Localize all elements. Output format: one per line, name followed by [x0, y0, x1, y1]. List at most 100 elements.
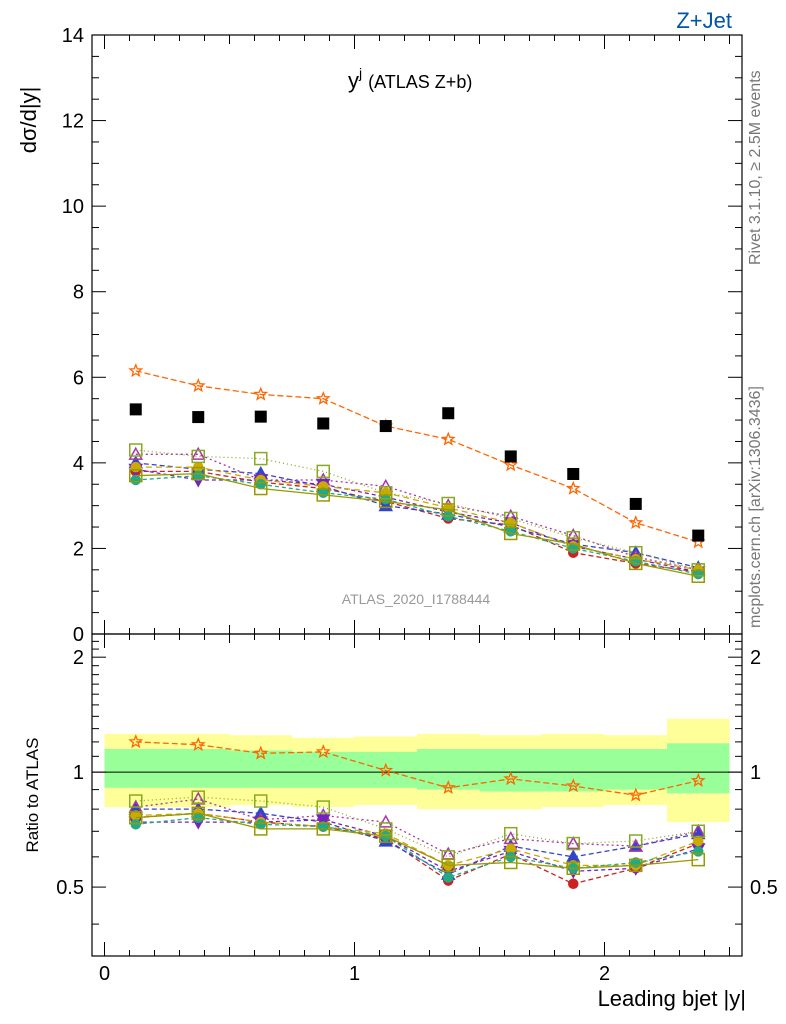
- main-frame: [91, 34, 743, 635]
- main-data-point: [317, 417, 330, 430]
- main-ylabel: dσ/d|y|: [16, 87, 41, 154]
- ratio-series-point: [690, 772, 706, 787]
- ratio-series-point: [504, 855, 518, 870]
- ratio-ytick-label: 2: [73, 647, 84, 669]
- main-data-point: [192, 411, 205, 424]
- side-note-bottom: mcplots.cern.ch [arXiv:1306.3436]: [747, 386, 764, 628]
- ratio-series-point: [629, 834, 643, 848]
- ratio-series-point: [129, 794, 143, 808]
- main-panel: 0 2 4 6 8 10 12 14 dσ/d|y| yj (ATLAS Z+b) ATLAS_…: [16, 25, 743, 646]
- main-series-point: [316, 488, 330, 502]
- main-series-layer: [128, 363, 706, 583]
- ratio-ytick-label-right: 1: [750, 762, 761, 784]
- main-series-point: [440, 431, 456, 446]
- ratio-series-point: [565, 778, 581, 793]
- ratio-series-point: [504, 826, 518, 841]
- main-series-point: [128, 446, 144, 460]
- ratio-series-line: [135, 808, 699, 876]
- ratio-xtick-label: 0: [99, 963, 110, 985]
- ratio-band-inner: [292, 751, 355, 788]
- main-series-point: [628, 515, 644, 530]
- side-note-top: Rivet 3.1.10, ≥ 2.5M events: [747, 70, 764, 265]
- ratio-series-point: [316, 800, 330, 814]
- main-axis-ticks: 0 2 4 6 8 10 12 14: [62, 25, 742, 646]
- ratio-series-point: [128, 734, 144, 749]
- ratio-axis-ticks: 0.5 0.5 1 1 2 2 0 1 2: [56, 634, 778, 985]
- ratio-series-point: [566, 861, 580, 876]
- main-series-point: [505, 517, 516, 529]
- ratio-ytick-label-right: 2: [750, 647, 761, 669]
- main-series-line: [135, 370, 699, 543]
- main-series-point: [253, 386, 269, 401]
- ratio-series-point: [440, 780, 456, 795]
- main-title-rest: (ATLAS Z+b): [368, 72, 472, 92]
- ratio-series-point: [379, 829, 393, 843]
- ratio-series-point: [316, 822, 330, 836]
- main-series-point: [441, 503, 455, 517]
- ratio-series-point: [691, 824, 705, 839]
- ratio-series-point: [691, 852, 705, 867]
- main-series-point: [504, 511, 518, 526]
- ratio-series-line: [135, 796, 699, 858]
- analysis-id: ATLAS_2020_I1788444: [342, 591, 491, 607]
- main-data-point: [254, 410, 267, 423]
- ratio-series-point: [315, 814, 331, 828]
- main-series-point: [316, 464, 330, 479]
- ratio-series-point: [315, 744, 331, 759]
- main-series-point: [129, 443, 143, 457]
- ratio-series-point: [503, 771, 519, 786]
- ratio-series-line: [135, 812, 699, 885]
- ratio-ylabel: Ratio to ATLAS: [23, 738, 42, 853]
- main-series-point: [190, 446, 206, 460]
- ratio-band-inner: [604, 748, 667, 790]
- ratio-series-point: [441, 850, 455, 864]
- ratio-series-point: [441, 858, 455, 873]
- main-series-line: [135, 472, 699, 577]
- ratio-series-point: [254, 822, 268, 836]
- main-series-point: [315, 390, 331, 405]
- main-title-sup: j: [358, 65, 362, 81]
- ratio-series-point: [253, 745, 269, 760]
- main-series-line: [135, 470, 699, 573]
- ratio-series-point: [566, 836, 580, 851]
- ratio-band-inner: [542, 748, 605, 792]
- ratio-xtick-label: 1: [349, 963, 360, 985]
- ratio-series-point: [568, 878, 579, 890]
- ratio-series-point: [503, 831, 519, 845]
- ratio-series-point: [628, 787, 644, 802]
- ratio-series-point: [254, 794, 268, 808]
- main-data-points: [129, 403, 705, 542]
- main-title: yj (ATLAS Z+b): [348, 65, 472, 93]
- main-series-point: [191, 466, 205, 481]
- main-series-line: [135, 453, 699, 571]
- main-series-point: [629, 556, 643, 571]
- main-series-point: [190, 378, 206, 393]
- main-series-point: [130, 474, 141, 486]
- ratio-xtick-label: 2: [599, 963, 610, 985]
- ratio-series-line: [135, 812, 699, 869]
- ratio-ytick-label: 1: [73, 762, 84, 784]
- ratio-ytick-label-right: 0.5: [750, 877, 778, 899]
- ratio-series-layer: [128, 734, 706, 890]
- main-series-point: [254, 451, 268, 466]
- group-label: Z+Jet: [676, 8, 732, 33]
- main-data-point: [692, 529, 705, 542]
- main-series-line: [135, 475, 699, 575]
- ratio-panel: 0.5 0.5 1 1 2 2 0 1 2 Ratio to ATLAS Leading bje…: [23, 633, 778, 1011]
- ratio-series-point: [378, 814, 394, 828]
- ratio-series-line: [135, 741, 699, 796]
- main-data-point: [442, 407, 455, 420]
- ratio-series-point: [440, 846, 456, 860]
- main-series-point: [566, 537, 580, 551]
- ratio-series-point: [565, 836, 581, 850]
- main-series-point: [128, 363, 144, 378]
- main-series-point: [691, 569, 705, 583]
- ratio-series-point: [129, 810, 143, 825]
- main-ytick-label: 8: [73, 282, 84, 304]
- main-title-main: y: [348, 68, 359, 93]
- main-ytick-label: 6: [73, 367, 84, 389]
- ratio-ytick-label: 0.5: [56, 877, 84, 899]
- main-ytick-label: 10: [62, 196, 84, 218]
- ratio-series-point: [693, 846, 704, 857]
